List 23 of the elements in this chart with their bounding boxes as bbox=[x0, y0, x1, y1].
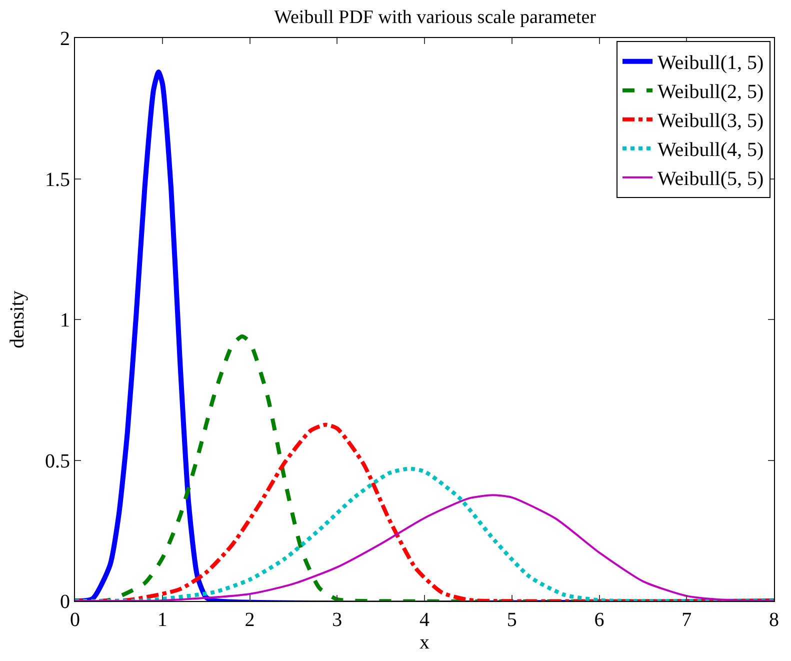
x-tick-label: 7 bbox=[682, 609, 692, 631]
x-tick-label: 3 bbox=[332, 609, 342, 631]
legend-label: Weibull(4, 5) bbox=[658, 139, 764, 162]
x-tick-label: 5 bbox=[506, 609, 517, 631]
legend-label: Weibull(5, 5) bbox=[658, 168, 764, 190]
line-series bbox=[75, 494, 774, 601]
x-tick-label: 1 bbox=[157, 609, 168, 631]
line-series bbox=[75, 466, 774, 601]
y-tick-label: 0.5 bbox=[45, 450, 70, 472]
x-tick-label: 8 bbox=[769, 609, 779, 631]
x-tick-label: 6 bbox=[594, 609, 604, 631]
y-tick-label: 1.5 bbox=[45, 168, 70, 191]
y-tick-label: 0 bbox=[60, 591, 70, 613]
legend-label: Weibull(2, 5) bbox=[658, 81, 764, 104]
y-tick-label: 2 bbox=[60, 28, 70, 50]
legend-label: Weibull(3, 5) bbox=[658, 110, 764, 132]
x-axis-title: x bbox=[420, 632, 430, 654]
y-axis-title: density bbox=[6, 290, 28, 348]
legend-label: Weibull(1, 5) bbox=[658, 52, 764, 74]
x-tick-label: 4 bbox=[420, 609, 430, 631]
chart-title: Weibull PDF with various scale parameter bbox=[274, 7, 597, 28]
x-tick-label: 2 bbox=[244, 609, 255, 631]
y-tick-label: 1 bbox=[60, 310, 70, 332]
